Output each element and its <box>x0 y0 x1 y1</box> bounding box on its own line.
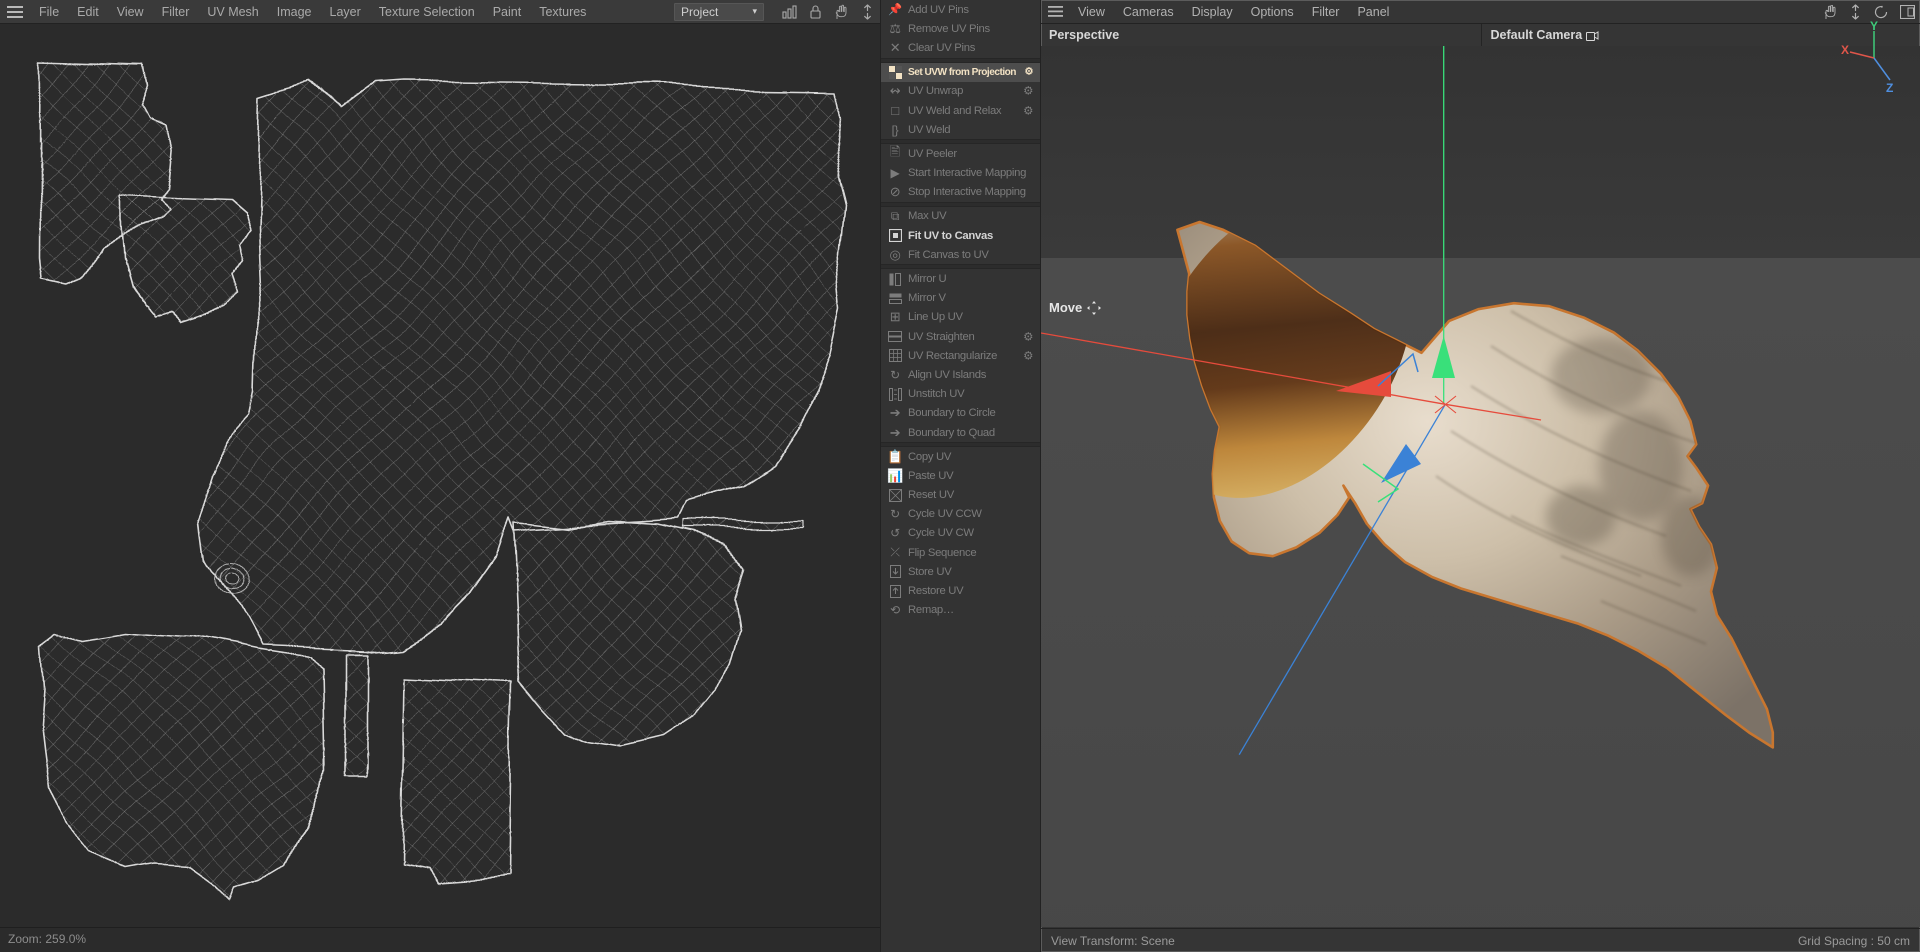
svg-text:Y: Y <box>1870 19 1878 33</box>
svg-text:X: X <box>1841 43 1849 57</box>
svg-text:Z: Z <box>1886 81 1893 95</box>
